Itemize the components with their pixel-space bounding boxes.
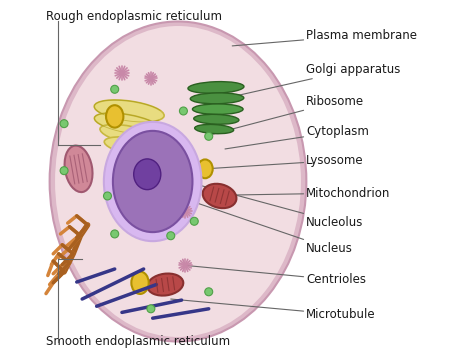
Text: Nucleus: Nucleus (182, 198, 353, 255)
Ellipse shape (106, 105, 123, 128)
Ellipse shape (202, 184, 236, 208)
Text: Smooth endoplasmic reticulum: Smooth endoplasmic reticulum (46, 335, 230, 348)
Circle shape (205, 132, 213, 140)
Circle shape (60, 120, 68, 128)
Circle shape (104, 192, 112, 200)
Ellipse shape (55, 26, 301, 337)
Circle shape (111, 230, 119, 238)
Ellipse shape (104, 122, 202, 241)
Circle shape (190, 217, 198, 225)
Text: Cytoplasm: Cytoplasm (225, 125, 369, 149)
Text: Golgi apparatus: Golgi apparatus (238, 63, 401, 95)
Ellipse shape (94, 113, 160, 134)
Circle shape (167, 232, 175, 240)
Ellipse shape (188, 82, 244, 93)
Circle shape (147, 305, 155, 313)
Text: Nucleolus: Nucleolus (153, 172, 364, 228)
Circle shape (205, 288, 213, 296)
Ellipse shape (104, 137, 161, 156)
Ellipse shape (100, 125, 162, 146)
Ellipse shape (94, 100, 164, 122)
Ellipse shape (131, 272, 149, 294)
Text: Lysosome: Lysosome (205, 154, 364, 169)
Text: Ribosome: Ribosome (209, 95, 364, 135)
Circle shape (180, 107, 187, 115)
Text: Rough endoplasmic reticulum: Rough endoplasmic reticulum (46, 10, 222, 23)
Ellipse shape (50, 21, 306, 342)
Ellipse shape (134, 159, 161, 189)
Text: Mitochondrion: Mitochondrion (220, 187, 391, 200)
Text: Plasma membrane: Plasma membrane (232, 29, 417, 46)
Text: Centrioles: Centrioles (185, 265, 366, 286)
Text: Microtubule: Microtubule (171, 299, 376, 321)
Ellipse shape (190, 93, 244, 104)
Ellipse shape (194, 114, 239, 124)
Ellipse shape (195, 125, 234, 134)
Ellipse shape (198, 159, 213, 178)
Ellipse shape (193, 104, 243, 114)
Ellipse shape (65, 146, 93, 192)
Circle shape (111, 85, 119, 93)
Ellipse shape (113, 131, 193, 232)
Circle shape (60, 167, 68, 175)
Ellipse shape (147, 274, 183, 295)
